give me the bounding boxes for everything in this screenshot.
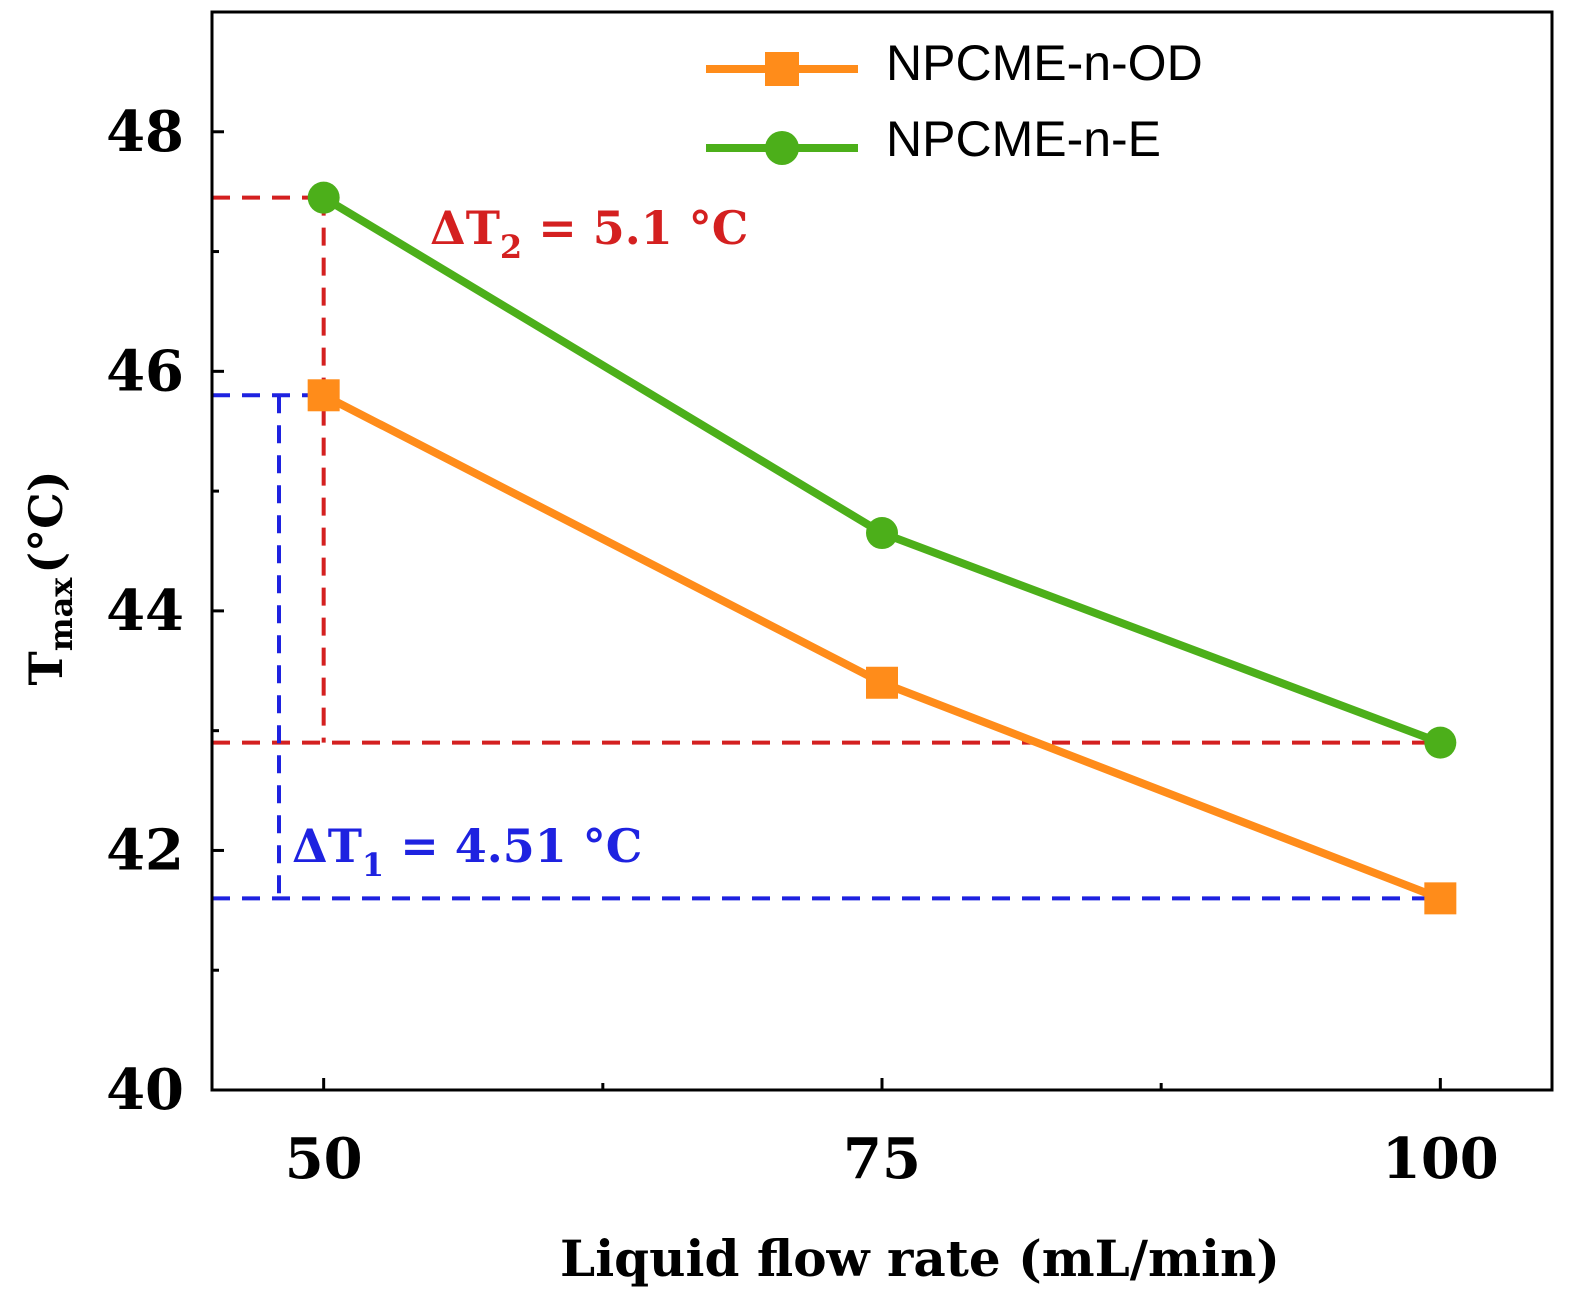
x-tick-label-50: 50 (285, 1126, 363, 1192)
annotation-delta-t1-prefix: ΔT (292, 819, 362, 873)
y-tick-label-46: 46 (106, 338, 184, 404)
x-axis-title: Liquid flow rate (mL/min) (560, 1229, 1280, 1288)
data-point-npcme-n-e-75 (866, 517, 898, 550)
legend-entry-npcme-n-e: NPCME-n-E (706, 111, 1161, 167)
plot-frame (210, 10, 1554, 1092)
x-axis: 50 75 100 (285, 1078, 1499, 1192)
x-tick-label-75: 75 (843, 1126, 921, 1192)
data-point-npcme-n-od-100 (1424, 882, 1457, 915)
annotation-delta-t2: ΔT2 = 5.1 °C (430, 201, 748, 266)
x-tick-label-100: 100 (1382, 1126, 1499, 1192)
legend-entry-npcme-n-od: NPCME-n-OD (706, 35, 1203, 91)
series-line-npcme-n-e (321, 194, 1442, 747)
y-axis-title-subscript: max (42, 577, 80, 652)
y-tick-label-40: 40 (106, 1057, 184, 1123)
y-axis-title: Tmax (°C) (19, 470, 80, 685)
annotation-delta-t1: ΔT1 = 4.51 °C (292, 819, 642, 884)
legend: NPCME-n-OD NPCME-n-E (706, 35, 1203, 167)
annotation-delta-t2-value: = 5.1 °C (522, 201, 748, 255)
data-point-npcme-n-e-100 (1424, 726, 1457, 759)
data-point-npcme-n-od-75 (866, 666, 898, 699)
y-axis: 40 42 44 46 48 (106, 10, 224, 1123)
data-point-npcme-n-e-50 (307, 181, 340, 214)
legend-marker-npcme-n-e (765, 131, 799, 165)
legend-label-npcme-n-od: NPCME-n-OD (886, 35, 1203, 91)
reference-lines (212, 195, 1441, 901)
series-layer (307, 181, 1457, 915)
annotation-delta-t1-value: = 4.51 °C (384, 819, 642, 873)
annotation-delta-t2-subscript: 2 (500, 228, 522, 266)
legend-label-npcme-n-e: NPCME-n-E (886, 111, 1161, 167)
y-axis-title-main: T (19, 651, 73, 685)
annotation-delta-t1-subscript: 1 (362, 846, 384, 884)
y-tick-label-48: 48 (106, 99, 184, 165)
y-tick-label-44: 44 (106, 578, 184, 644)
y-axis-title-unit: (°C) (19, 470, 73, 573)
legend-marker-npcme-n-od (765, 52, 799, 86)
data-point-npcme-n-od-50 (307, 379, 340, 412)
y-tick-label-42: 42 (106, 817, 184, 883)
annotation-delta-t2-prefix: ΔT (430, 201, 500, 255)
